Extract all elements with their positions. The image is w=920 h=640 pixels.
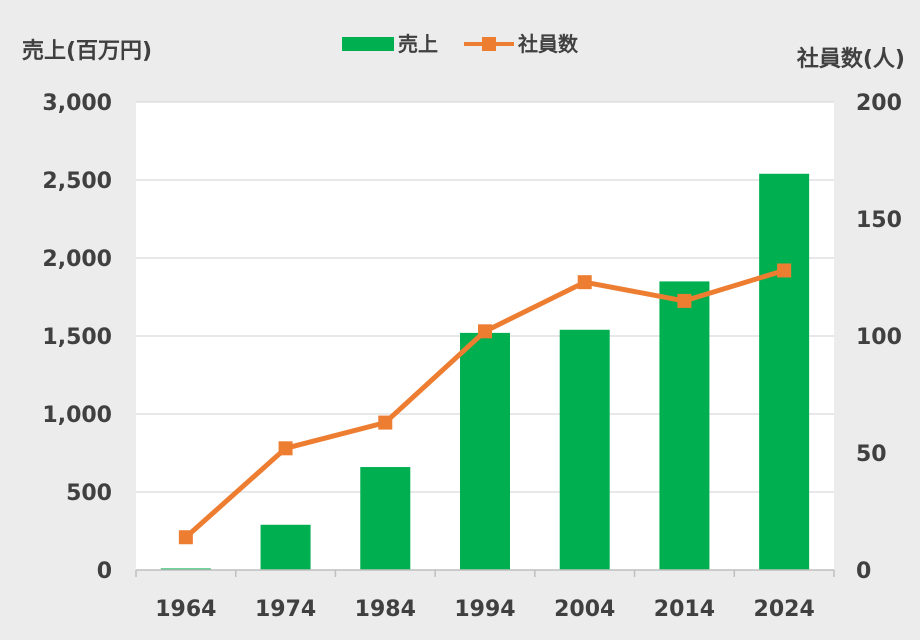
legend-label-sales: 売上 <box>398 32 438 56</box>
y-left-tick-label: 1,500 <box>42 325 112 350</box>
y-left-tick-label: 2,500 <box>42 169 112 194</box>
y-right-tick-label: 200 <box>856 91 902 116</box>
y-left-tick-label: 500 <box>66 481 112 506</box>
x-tick-label: 1964 <box>155 597 216 622</box>
y-left-tick-label: 2,000 <box>42 247 112 272</box>
y-right-tick-label: 0 <box>856 559 871 584</box>
legend: 売上 社員数 <box>342 32 579 56</box>
line-series <box>178 263 792 545</box>
bar <box>460 332 510 570</box>
y-left-tick-label: 1,000 <box>42 403 112 428</box>
axes: 0 500 1,000 1,500 2,000 2,500 3,000 0 50 100 150 20… <box>42 91 902 622</box>
line-marker <box>677 293 692 308</box>
line-marker <box>478 324 492 339</box>
bar <box>160 568 211 570</box>
x-tick-label: 1984 <box>355 597 416 622</box>
x-tick-label: 2014 <box>654 597 715 622</box>
bar <box>759 173 810 570</box>
bar-series <box>160 173 810 570</box>
x-tick-label: 1994 <box>454 597 515 622</box>
y-axis-left-title: 売上(百万円) <box>22 38 152 64</box>
legend-marker-employees <box>482 37 496 51</box>
legend-label-employees: 社員数 <box>517 32 579 56</box>
y-right-tick-label: 100 <box>856 325 902 350</box>
y-right-tick-label: 50 <box>856 442 887 467</box>
line-marker <box>577 275 592 290</box>
bar <box>559 329 610 570</box>
bar <box>360 467 411 570</box>
x-tick-label: 2004 <box>554 597 615 622</box>
bar <box>260 524 311 570</box>
line-marker <box>278 441 293 456</box>
x-tick-label: 2024 <box>754 597 815 622</box>
y-left-tick-label: 3,000 <box>42 91 112 116</box>
y-axis-right-title: 社員数(人) <box>797 46 905 72</box>
line-marker <box>777 263 792 278</box>
legend-swatch-sales <box>342 37 394 51</box>
y-left-tick-label: 0 <box>97 559 112 584</box>
bar <box>659 281 710 570</box>
line-marker <box>378 415 393 430</box>
y-right-tick-label: 150 <box>856 208 902 233</box>
line-marker <box>178 530 193 545</box>
x-tick-label: 1974 <box>255 597 316 622</box>
